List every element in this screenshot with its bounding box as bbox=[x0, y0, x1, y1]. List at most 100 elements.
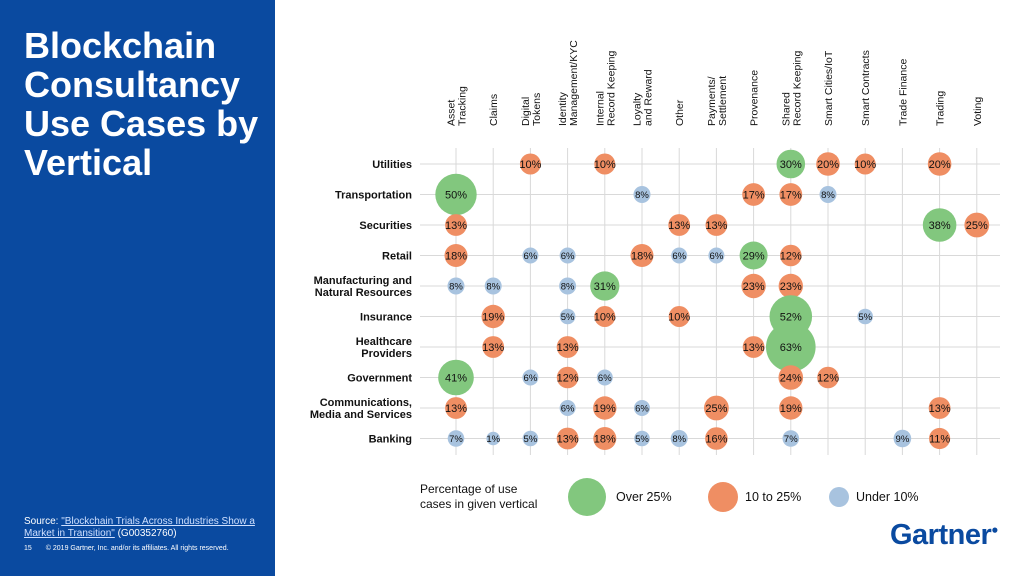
bubble-value-label: 13% bbox=[445, 403, 467, 415]
bubble bbox=[922, 208, 957, 242]
bubble bbox=[447, 277, 465, 295]
bubble-value-label: 13% bbox=[668, 220, 690, 232]
bubble bbox=[559, 247, 576, 264]
bubble-value-label: 23% bbox=[780, 281, 802, 293]
column-label: Internal bbox=[594, 91, 606, 126]
bubble-value-label: 25% bbox=[705, 403, 727, 415]
bubble bbox=[779, 396, 803, 420]
row-label: Insurance bbox=[360, 312, 412, 324]
bubble bbox=[593, 396, 617, 420]
source-link[interactable]: "Blockchain Trials Across Industries Sho… bbox=[24, 516, 255, 539]
bubble-value-label: 8% bbox=[486, 281, 500, 292]
bubble-value-label: 8% bbox=[561, 281, 575, 292]
column-label: Claims bbox=[488, 94, 500, 126]
bubble bbox=[556, 366, 579, 389]
column-label: Trade Finance bbox=[897, 59, 909, 126]
legend-label: Under 10% bbox=[856, 490, 919, 504]
bubble bbox=[594, 153, 616, 175]
bubble-value-label: 8% bbox=[635, 190, 649, 201]
column-label: Record Keeping bbox=[605, 51, 617, 126]
bubble bbox=[634, 430, 650, 447]
bubble-value-label: 19% bbox=[482, 311, 504, 323]
bubble-value-label: 8% bbox=[672, 434, 686, 445]
row-label: Securities bbox=[359, 220, 412, 232]
bubble-value-label: 6% bbox=[598, 373, 612, 384]
bubble-value-label: 7% bbox=[449, 434, 463, 445]
row-label: Utilities bbox=[372, 159, 412, 171]
bubble-value-label: 25% bbox=[966, 220, 988, 232]
bubble-value-label: 6% bbox=[710, 251, 724, 262]
bubble-value-label: 24% bbox=[780, 372, 802, 384]
bubble-value-label: 5% bbox=[858, 312, 872, 323]
bubble-value-label: 10% bbox=[594, 159, 616, 171]
bubble-value-label: 41% bbox=[445, 372, 467, 384]
bubble-value-label: 8% bbox=[821, 190, 835, 201]
bubble bbox=[704, 395, 729, 421]
column-label: Shared bbox=[780, 92, 792, 126]
bubble-value-label: 5% bbox=[635, 434, 649, 445]
bubble bbox=[435, 173, 477, 216]
bubble-value-label: 50% bbox=[445, 189, 467, 201]
bubble-value-label: 13% bbox=[705, 220, 727, 232]
source-note: Source: "Blockchain Trials Across Indust… bbox=[24, 516, 269, 540]
row-label: Transportation bbox=[335, 190, 412, 202]
column-label: and Reward bbox=[643, 69, 655, 126]
bubble bbox=[668, 306, 690, 327]
bubble bbox=[776, 149, 806, 179]
bubble bbox=[782, 430, 800, 447]
bubble bbox=[482, 336, 505, 358]
legend-title: Percentage of use bbox=[420, 482, 518, 496]
bubble bbox=[484, 277, 502, 295]
row-label: Banking bbox=[369, 434, 412, 446]
bubble bbox=[447, 430, 465, 447]
column-label: Record Keeping bbox=[791, 51, 803, 126]
bubble-value-label: 9% bbox=[896, 434, 910, 445]
bubble-value-label: 6% bbox=[561, 403, 575, 414]
bubble bbox=[559, 400, 576, 416]
bubble-value-label: 63% bbox=[780, 342, 802, 354]
bubble bbox=[780, 244, 802, 267]
bubble-value-label: 17% bbox=[743, 189, 765, 201]
bubble-value-label: 13% bbox=[743, 342, 765, 354]
column-label: Trading bbox=[935, 91, 947, 126]
bubble-value-label: 11% bbox=[929, 433, 950, 445]
column-label: Payments/ bbox=[706, 76, 718, 126]
bubble bbox=[633, 186, 651, 203]
legend-swatch bbox=[568, 478, 606, 516]
row-label: Manufacturing and bbox=[314, 275, 412, 287]
bubble-value-label: 31% bbox=[594, 281, 616, 293]
row-label: Providers bbox=[361, 348, 412, 360]
bubble-value-label: 8% bbox=[449, 281, 463, 292]
bubble bbox=[739, 241, 768, 270]
bubble bbox=[670, 430, 688, 447]
bubble-value-label: 18% bbox=[445, 250, 467, 262]
row-label: Media and Services bbox=[310, 409, 412, 421]
bubble-value-label: 29% bbox=[743, 250, 765, 262]
bubble bbox=[444, 244, 468, 267]
bubble bbox=[630, 244, 654, 267]
bubble bbox=[519, 153, 541, 175]
bubble bbox=[596, 369, 613, 386]
source-prefix: Source: bbox=[24, 516, 62, 527]
column-label: Smart Cities/IoT bbox=[823, 50, 835, 126]
bubble-value-label: 38% bbox=[929, 220, 951, 232]
column-label: Management/KYC bbox=[568, 40, 580, 126]
bubble-value-label: 10% bbox=[519, 159, 541, 171]
bubble bbox=[819, 186, 837, 203]
bubble-value-label: 12% bbox=[817, 372, 839, 384]
slide-title: Blockchain Consultancy Use Cases by Vert… bbox=[24, 25, 259, 183]
bubble-value-label: 1% bbox=[486, 434, 500, 445]
bubble bbox=[705, 427, 728, 450]
bubble bbox=[893, 429, 912, 448]
bubble-value-label: 17% bbox=[780, 189, 802, 201]
column-label: Voting bbox=[972, 97, 984, 126]
bubble bbox=[671, 247, 688, 264]
bubble bbox=[438, 359, 474, 396]
bubble-value-label: 52% bbox=[780, 311, 802, 323]
column-label: Smart Contracts bbox=[860, 50, 872, 126]
bubble-value-label: 5% bbox=[561, 312, 575, 323]
column-label: Other bbox=[674, 99, 686, 126]
bubble-value-label: 20% bbox=[817, 159, 839, 171]
column-label: Tokens bbox=[531, 93, 543, 126]
bubble-value-label: 20% bbox=[929, 159, 951, 171]
